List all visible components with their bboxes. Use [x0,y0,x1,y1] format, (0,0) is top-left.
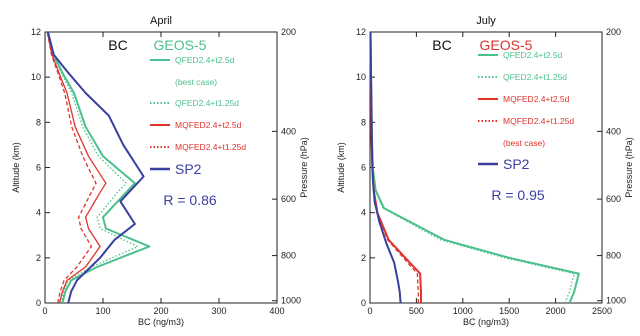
pressure-tick-label: 1000 [281,296,301,306]
x-tick-label: 400 [269,306,284,316]
legend-label: SP2 [503,156,530,172]
x-tick-label: 100 [95,306,110,316]
y-tick-label: 2 [36,253,41,263]
right-axis-label: Pressure (hPa) [624,137,634,198]
header-model-label: GEOS-5 [154,37,207,53]
legend-label: QFED2.4+t1.25d [175,98,239,108]
pressure-tick-label: 400 [606,126,621,136]
x-tick-label: 300 [211,306,226,316]
y-tick-label: 8 [361,117,366,127]
pressure-tick-label: 600 [606,194,621,204]
y-tick-label: 8 [36,117,41,127]
right-axis-label: Pressure (hPa) [299,137,309,198]
x-axis-label: BC (ng/m3) [138,317,184,327]
y-tick-label: 4 [36,208,41,218]
series-line [46,31,151,304]
pressure-tick-label: 600 [281,194,296,204]
y-axis-label: Altitude (km) [336,142,346,193]
legend-label: MQFED2.4+t2.5d [503,94,570,104]
chart-panel-2: July 0 500 1000 1500 2000 2500 0 2 4 6 8 10 12 200 400 6… [336,15,634,327]
legend-label: QFED2.4+t1.25d [503,72,567,82]
legend-label: QFED2.4+t2.5d [175,55,235,65]
correlation-stat: R = 0.95 [491,187,545,203]
header-bc-label: BC [432,37,451,53]
x-tick-label: 500 [409,306,424,316]
series-line [47,31,139,304]
header-model-label: GEOS-5 [480,37,533,53]
legend-label: MQFED2.4+t1.25d [175,142,246,152]
x-tick-label: 1000 [453,306,473,316]
y-tick-label: 0 [36,298,41,308]
x-tick-label: 0 [42,306,47,316]
y-tick-label: 0 [361,298,366,308]
y-tick-label: 2 [361,253,366,263]
x-axis-label: BC (ng/m3) [463,317,509,327]
plot-frame [369,31,603,304]
series-line [46,31,145,304]
x-tick-label: 200 [153,306,168,316]
pressure-tick-label: 800 [281,251,296,261]
y-tick-label: 6 [36,163,41,173]
legend-label: (best case) [503,138,545,148]
pressure-tick-label: 800 [606,251,621,261]
x-tick-label: 1500 [499,306,519,316]
series-line [369,31,422,303]
y-tick-label: 6 [361,163,366,173]
pressure-tick-label: 200 [606,27,621,37]
y-tick-label: 10 [356,72,366,82]
pressure-tick-label: 1000 [606,296,626,306]
series-line [46,31,107,304]
legend-label: MQFED2.4+t2.5d [175,120,242,130]
legend-label: (best case) [175,77,217,87]
legend-label: SP2 [175,161,202,177]
y-tick-label: 12 [31,27,41,37]
x-tick-label: 0 [367,306,372,316]
correlation-stat: R = 0.86 [163,192,217,208]
y-axis-label: Altitude (km) [11,142,21,193]
y-tick-label: 10 [31,72,41,82]
legend-label: MQFED2.4+t1.25d [503,116,574,126]
chart-panel-1: April 0 100 200 300 400 0 2 4 6 8 10 12 200 400 600 800 1… [11,15,309,327]
pressure-tick-label: 200 [281,27,296,37]
header-bc-label: BC [108,37,127,53]
chart-title: April [150,15,172,27]
chart-title: July [476,15,496,27]
pressure-tick-label: 400 [281,126,296,136]
series-line [369,31,402,304]
series-line [46,31,97,304]
x-tick-label: 2000 [546,306,566,316]
legend-label: QFED2.4+t2.5d [503,50,563,60]
y-tick-label: 4 [361,208,366,218]
x-tick-label: 2500 [592,306,612,316]
y-tick-label: 12 [356,27,366,37]
